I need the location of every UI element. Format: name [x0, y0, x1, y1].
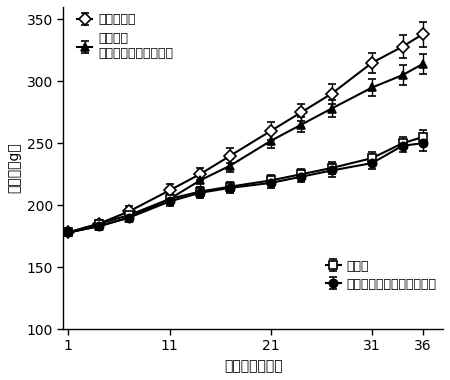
X-axis label: 飼育日数（日）: 飼育日数（日） [224, 359, 283, 373]
Y-axis label: 体　重（g）: 体 重（g） [7, 142, 21, 193]
Legend: 対照群, 対照＋イソフラボン添加群: 対照群, 対照＋イソフラボン添加群 [325, 260, 437, 291]
